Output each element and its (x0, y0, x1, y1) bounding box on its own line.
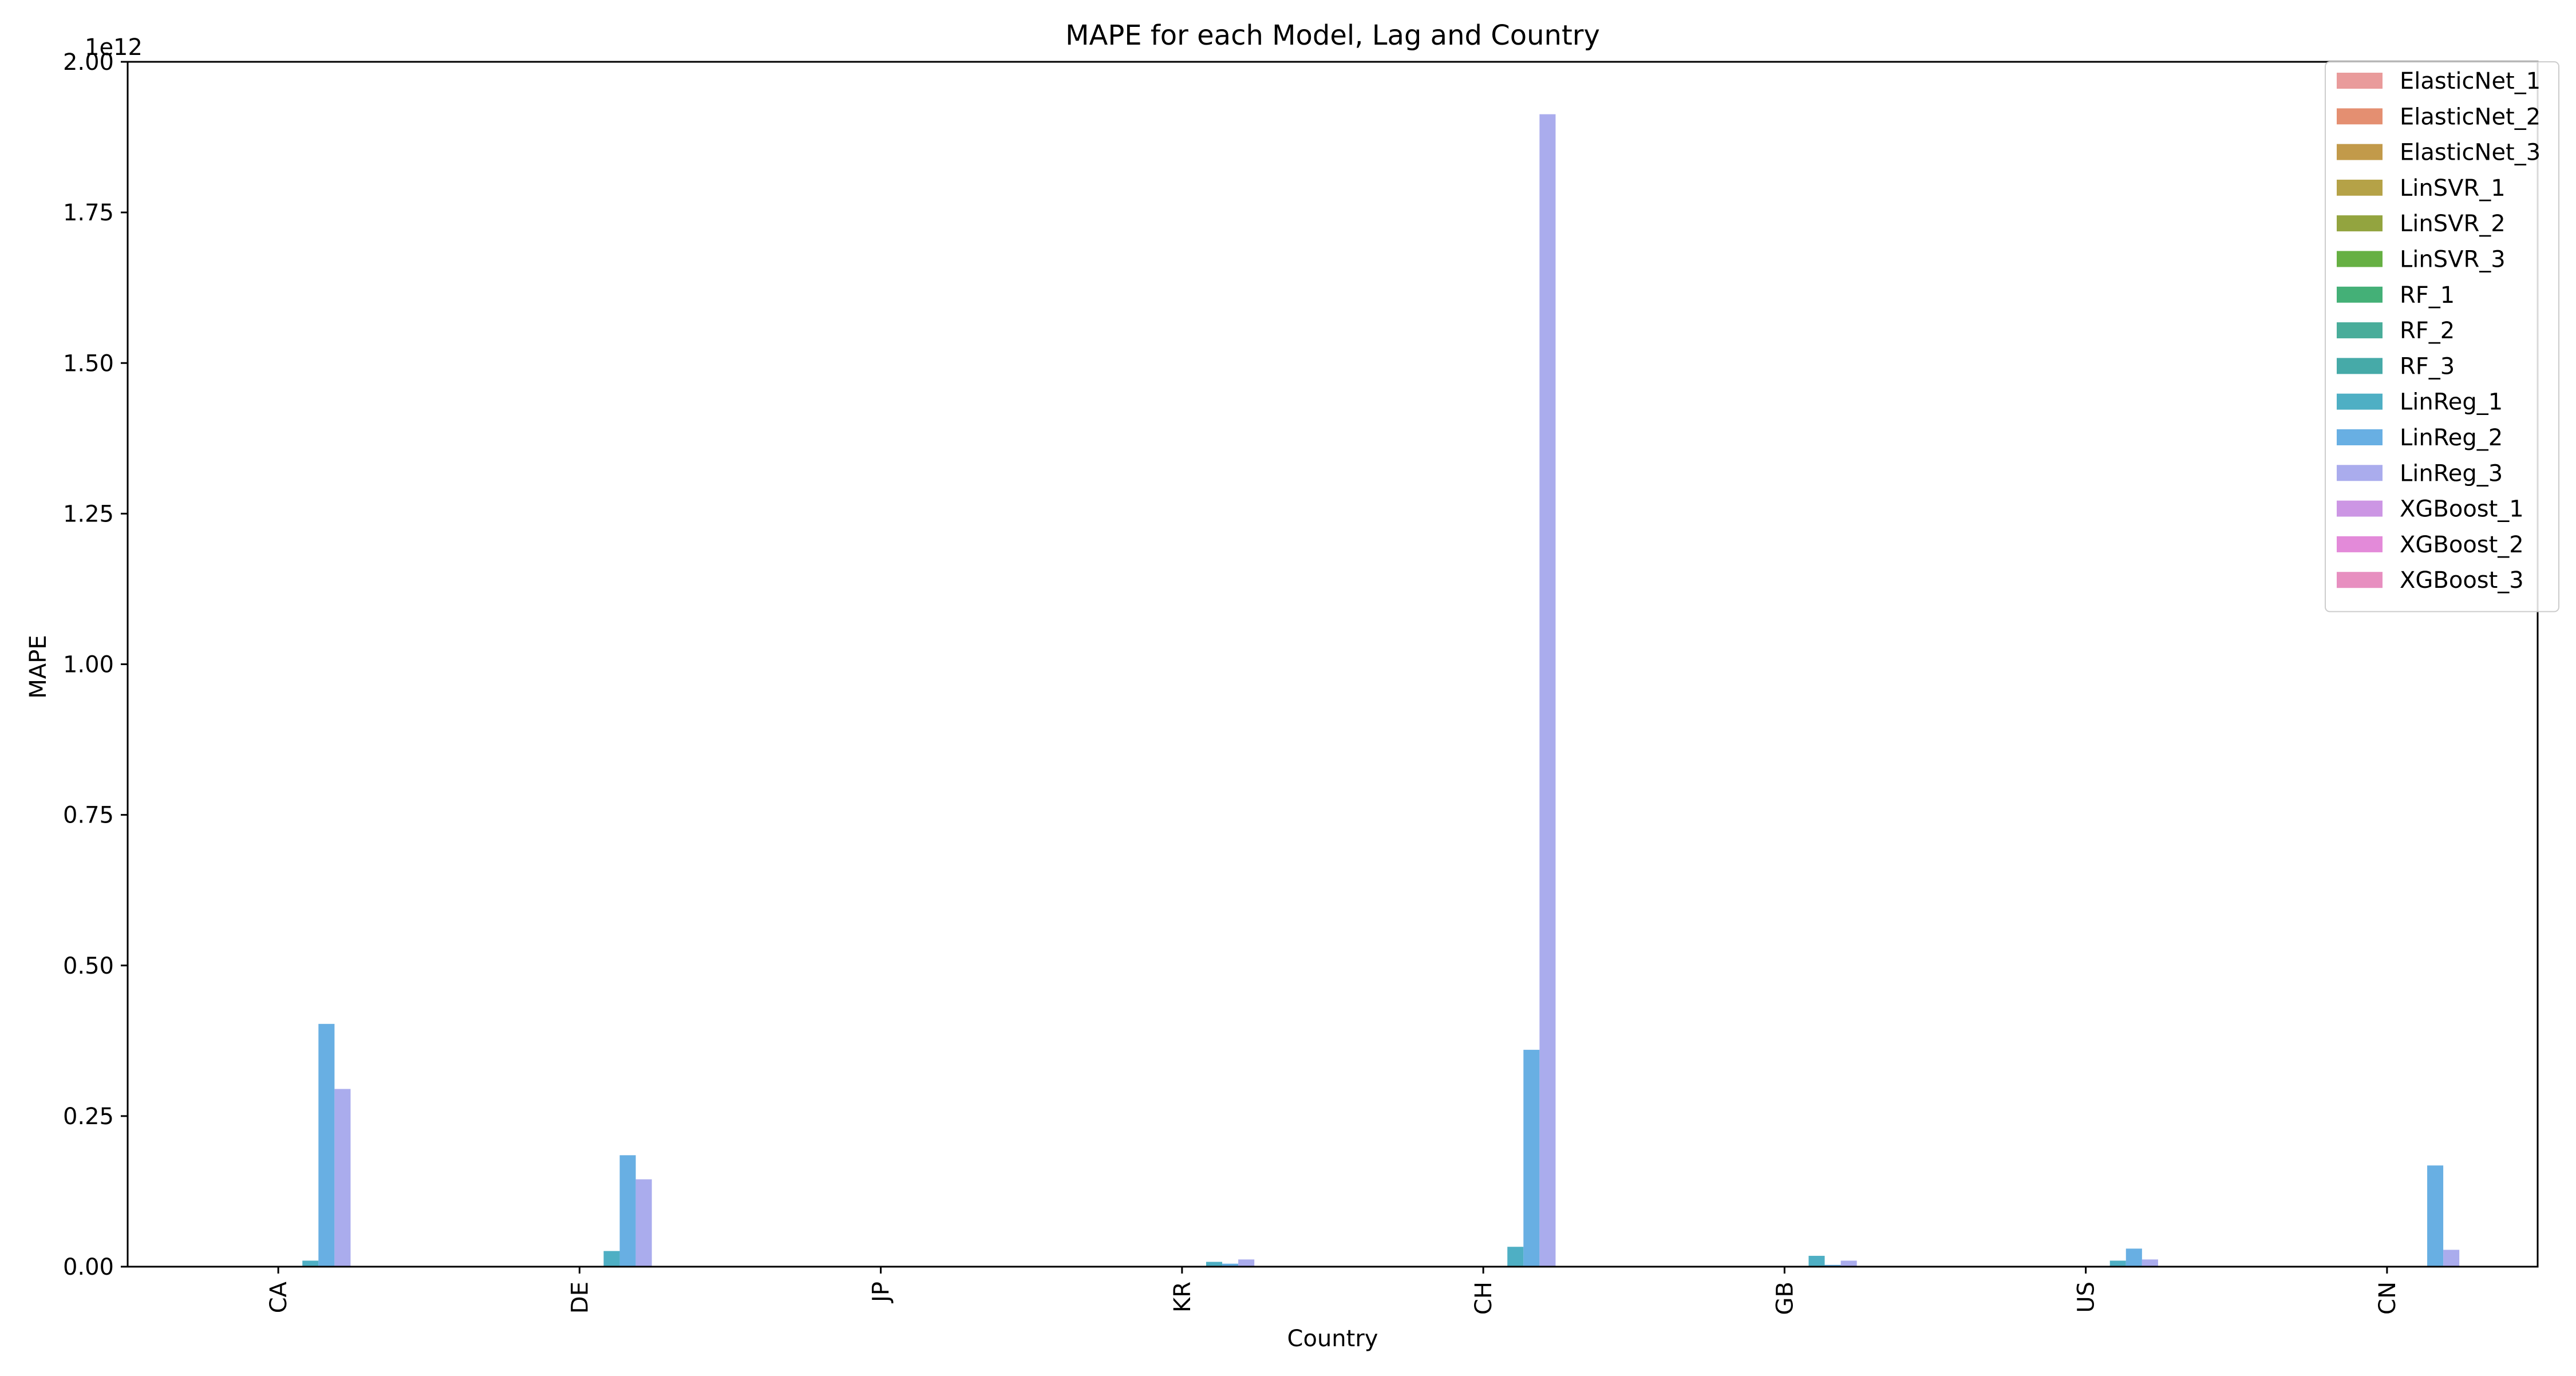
chart-title: MAPE for each Model, Lag and Country (1065, 19, 1600, 52)
y-tick-label: 0.00 (63, 1254, 114, 1280)
bar-LinReg_3-US (2142, 1259, 2158, 1267)
legend-swatch-XGBoost_1 (2337, 500, 2383, 517)
y-offset-label: 1e12 (85, 34, 143, 61)
x-tick-label: CH (1471, 1282, 1497, 1315)
x-tick-label: GB (1772, 1282, 1798, 1315)
legend-swatch-ElasticNet_3 (2337, 144, 2383, 160)
y-tick-label: 2.00 (63, 49, 114, 76)
x-tick-label: CN (2374, 1282, 2401, 1315)
x-axis-label: Country (1287, 1326, 1378, 1352)
legend-swatch-RF_3 (2337, 358, 2383, 374)
legend-swatch-LinSVR_1 (2337, 179, 2383, 196)
legend-swatch-LinSVR_3 (2337, 251, 2383, 267)
legend-label-XGBoost_1: XGBoost_1 (2400, 496, 2524, 523)
x-tick-label: US (2073, 1282, 2100, 1313)
legend-swatch-LinReg_3 (2337, 465, 2383, 481)
legend-label-LinReg_3: LinReg_3 (2400, 460, 2503, 487)
legend-frame (2325, 61, 2559, 612)
bar-LinReg_3-GB (1840, 1260, 1857, 1267)
bar-LinReg_2-CH (1523, 1050, 1540, 1267)
axes-layer: 0.00 0.25 0.50 0.75 1.00 1.25 1.50 1.75 2.00 CA DE… (63, 49, 2539, 1315)
legend-label-XGBoost_2: XGBoost_2 (2400, 532, 2524, 558)
legend-label-LinReg_2: LinReg_2 (2400, 425, 2503, 451)
y-tick-label: 0.50 (63, 953, 114, 979)
legend-label-LinSVR_1: LinSVR_1 (2400, 175, 2506, 201)
bar-LinReg_1-US (2109, 1260, 2126, 1267)
legend-label-RF_3: RF_3 (2400, 353, 2455, 379)
y-tick-label: 1.50 (63, 350, 114, 377)
bar-LinReg_1-DE (603, 1251, 620, 1267)
bar-LinReg_1-KR (1206, 1262, 1223, 1267)
y-tick-label: 1.75 (63, 200, 114, 226)
bar-LinReg_3-CH (1539, 114, 1556, 1267)
legend-swatch-LinReg_2 (2337, 429, 2383, 445)
y-tick-label: 0.25 (63, 1104, 114, 1130)
bar-LinReg_2-CA (318, 1023, 335, 1267)
bar-LinReg_3-DE (635, 1179, 652, 1267)
bar-LinReg_3-CA (334, 1089, 351, 1267)
x-tick-label: JP (868, 1282, 895, 1304)
y-tick-label: 1.25 (63, 501, 114, 527)
legend-swatch-XGBoost_3 (2337, 572, 2383, 588)
bar-LinReg_2-GB (1824, 1264, 1841, 1267)
bar-LinReg_2-CN (2427, 1165, 2444, 1267)
legend-label-ElasticNet_1: ElasticNet_1 (2400, 68, 2541, 94)
legend-label-RF_2: RF_2 (2400, 318, 2455, 344)
legend-swatch-LinReg_1 (2337, 393, 2383, 410)
legend-label-LinSVR_3: LinSVR_3 (2400, 247, 2506, 273)
legend-swatch-ElasticNet_1 (2337, 73, 2383, 89)
bar-LinReg_1-GB (1808, 1256, 1825, 1267)
y-tick-label: 1.00 (63, 652, 114, 678)
bars-layer (302, 114, 2460, 1267)
legend-label-LinSVR_2: LinSVR_2 (2400, 211, 2506, 237)
bar-LinReg_2-US (2125, 1248, 2142, 1267)
legend-swatch-XGBoost_2 (2337, 536, 2383, 552)
legend-swatch-ElasticNet_2 (2337, 108, 2383, 125)
bar-LinReg_3-KR (1238, 1259, 1255, 1267)
legend-label-LinReg_1: LinReg_1 (2400, 389, 2503, 416)
legend-swatch-LinSVR_2 (2337, 215, 2383, 232)
bar-LinReg_2-KR (1222, 1263, 1239, 1267)
legend: ElasticNet_1 ElasticNet_2 ElasticNet_3 LinS… (2325, 61, 2559, 612)
legend-swatch-RF_2 (2337, 322, 2383, 339)
legend-label-XGBoost_3: XGBoost_3 (2400, 567, 2524, 594)
x-tick-label: CA (266, 1281, 292, 1313)
y-axis-label: MAPE (25, 635, 52, 698)
legend-label-RF_1: RF_1 (2400, 282, 2455, 309)
legend-label-ElasticNet_2: ElasticNet_2 (2400, 104, 2541, 130)
bar-LinReg_2-DE (619, 1155, 636, 1267)
legend-swatch-RF_1 (2337, 286, 2383, 303)
x-tick-label: DE (567, 1282, 593, 1314)
x-tick-label: KR (1170, 1282, 1196, 1312)
legend-label-ElasticNet_3: ElasticNet_3 (2400, 140, 2541, 166)
bar-LinReg_1-CA (302, 1260, 319, 1267)
y-tick-label: 0.75 (63, 802, 114, 829)
bar-LinReg_1-CH (1507, 1247, 1524, 1267)
bar-LinReg_3-CN (2443, 1250, 2460, 1267)
